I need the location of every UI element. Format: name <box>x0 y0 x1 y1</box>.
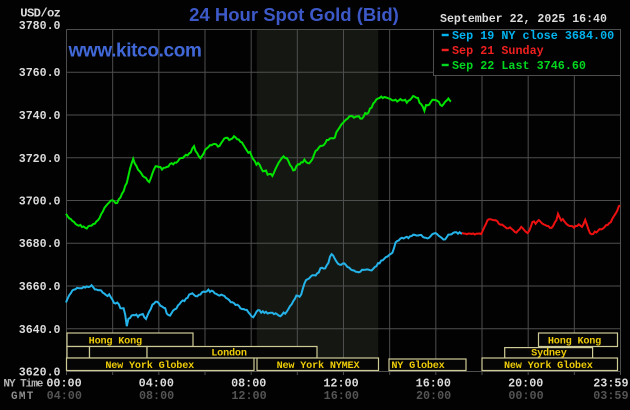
svg-text:23:59: 23:59 <box>593 377 628 391</box>
svg-text:New York Globex: New York Globex <box>105 360 194 372</box>
svg-text:GMT: GMT <box>11 391 34 403</box>
svg-text:USD/oz: USD/oz <box>20 7 61 21</box>
svg-text:3640.0: 3640.0 <box>19 324 61 337</box>
svg-text:00:00: 00:00 <box>46 377 81 391</box>
svg-text:New York Globex: New York Globex <box>504 360 593 372</box>
svg-text:04:00: 04:00 <box>47 389 82 403</box>
svg-text:London: London <box>211 347 247 359</box>
svg-text:00:00: 00:00 <box>508 389 543 403</box>
svg-text:20:00: 20:00 <box>416 389 451 403</box>
svg-text:24 Hour Spot Gold (Bid): 24 Hour Spot Gold (Bid) <box>189 4 399 25</box>
svg-text:08:00: 08:00 <box>139 389 174 403</box>
svg-text:New York NYMEX: New York NYMEX <box>277 360 361 372</box>
svg-text:16:00: 16:00 <box>416 377 451 391</box>
svg-text:3700.0: 3700.0 <box>19 196 61 209</box>
svg-text:3760.0: 3760.0 <box>19 67 61 80</box>
svg-text:September 22, 2025 16:40: September 22, 2025 16:40 <box>440 13 607 26</box>
svg-text:3740.0: 3740.0 <box>19 110 61 123</box>
svg-text:12:00: 12:00 <box>323 377 358 391</box>
svg-text:Sep 21 Sunday: Sep 21 Sunday <box>452 44 544 58</box>
svg-text:12:00: 12:00 <box>231 389 266 403</box>
svg-text:20:00: 20:00 <box>508 377 543 391</box>
svg-text:NY Time: NY Time <box>3 379 43 391</box>
svg-text:3680.0: 3680.0 <box>19 238 61 251</box>
svg-text:3720.0: 3720.0 <box>19 153 61 166</box>
svg-text:16:00: 16:00 <box>324 389 359 403</box>
svg-text:www.kitco.com: www.kitco.com <box>68 41 202 62</box>
svg-text:3780.0: 3780.0 <box>19 20 61 33</box>
svg-text:3620.0: 3620.0 <box>19 367 61 380</box>
svg-text:Hong Kong: Hong Kong <box>548 337 601 348</box>
svg-text:Sep 19 NY close 3684.00: Sep 19 NY close 3684.00 <box>452 29 614 43</box>
svg-text:Sydney: Sydney <box>531 347 567 359</box>
svg-text:3660.0: 3660.0 <box>19 281 61 294</box>
svg-text:NY Globex: NY Globex <box>391 360 444 372</box>
svg-text:08:00: 08:00 <box>231 377 266 391</box>
svg-text:04:00: 04:00 <box>139 377 174 391</box>
svg-text:Sep 22 Last 3746.60: Sep 22 Last 3746.60 <box>452 59 586 73</box>
svg-text:03:59: 03:59 <box>593 389 628 403</box>
svg-text:Hong Kong: Hong Kong <box>89 337 142 348</box>
